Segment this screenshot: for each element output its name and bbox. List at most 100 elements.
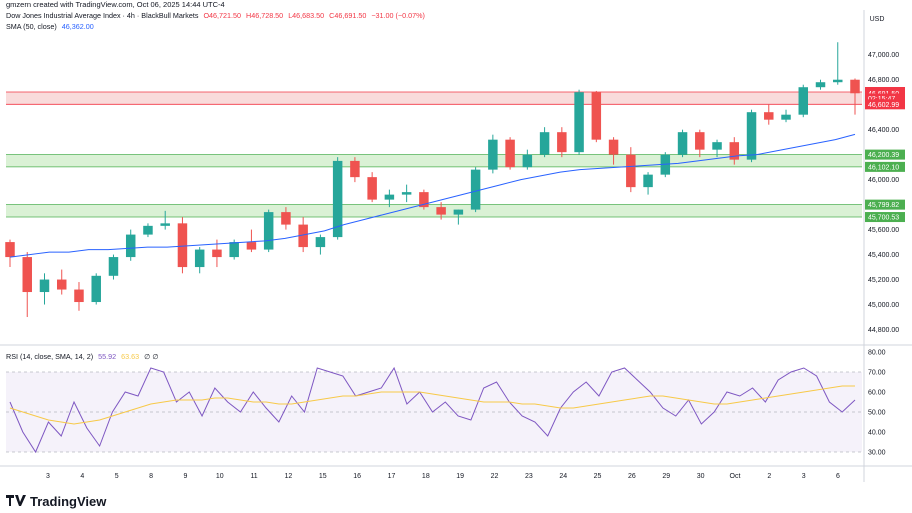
price-tick-label: 44,800.00: [868, 327, 899, 334]
currency-button[interactable]: USD: [869, 16, 885, 23]
support-zone: [6, 154, 862, 167]
sma-label: SMA (50, close): [6, 22, 57, 31]
time-tick-label: 3: [802, 473, 806, 480]
candle-body: [746, 112, 757, 160]
candle-body: [729, 142, 740, 160]
candle-body: [22, 257, 32, 293]
price-tick-label: 45,200.00: [868, 277, 899, 284]
rsi-band: [6, 372, 862, 452]
rsi-extra: ∅ ∅: [144, 352, 159, 361]
time-tick-label: 15: [319, 473, 327, 480]
time-tick-label: 6: [836, 473, 840, 480]
sma-legend[interactable]: SMA (50, close) 46,362.00: [6, 22, 97, 31]
candle-body: [350, 160, 360, 178]
price-tick-label: 47,000.00: [868, 52, 899, 59]
price-label-box: [865, 199, 905, 210]
candle-body: [798, 87, 809, 115]
time-tick-label: 2: [767, 473, 771, 480]
candle-body: [229, 242, 239, 258]
candle-body: [522, 154, 533, 168]
time-tick-label: 18: [422, 473, 430, 480]
time-tick-label: 17: [388, 473, 396, 480]
candle-body: [453, 209, 464, 215]
candle-body: [539, 132, 550, 155]
support-zone: [6, 204, 862, 218]
price-label-box: [865, 212, 905, 223]
price-label-box: [865, 161, 905, 172]
candle-body: [384, 194, 395, 200]
price-label-text: 02:15:47: [868, 96, 895, 103]
candle-body: [332, 160, 343, 238]
sma-line: [9, 133, 856, 258]
rsi-tick-label: 60.00: [868, 390, 886, 397]
time-tick-label: 26: [628, 473, 636, 480]
time-tick-label: 29: [662, 473, 670, 480]
price-tick-label: 46,400.00: [868, 127, 899, 134]
candle-body: [212, 249, 222, 258]
time-tick-label: 16: [353, 473, 361, 480]
price-tick-label: 46,000.00: [868, 177, 899, 184]
candle-body: [246, 242, 257, 250]
candle-body: [263, 212, 274, 250]
price-label-text: 46,200.39: [868, 152, 899, 159]
candle-body: [419, 192, 429, 208]
candle-body: [470, 169, 481, 210]
candle-body: [833, 79, 843, 83]
time-tick-label: 4: [80, 473, 84, 480]
candle-body: [401, 192, 412, 195]
price-label-text: 46,602.99: [868, 102, 899, 109]
time-tick-label: 8: [149, 473, 153, 480]
rsi-tick-label: 80.00: [868, 350, 886, 357]
time-tick-label: 9: [183, 473, 187, 480]
price-tick-label: 45,000.00: [868, 302, 899, 309]
time-tick-label: 22: [491, 473, 499, 480]
price-tick-label: 46,800.00: [868, 77, 899, 84]
candle-body: [74, 289, 84, 303]
resistance-zone: [6, 91, 862, 105]
time-tick-label: 11: [250, 473, 257, 480]
candle-body: [108, 257, 119, 276]
price-label-box: [865, 88, 905, 99]
price-label-box: [865, 99, 905, 110]
candle-body: [608, 139, 619, 155]
candle-body: [5, 242, 15, 258]
candle-body: [677, 132, 688, 155]
time-tick-label: 30: [697, 473, 705, 480]
price-label-box: [865, 149, 905, 160]
time-tick-label: 25: [594, 473, 602, 480]
candle-body: [574, 92, 584, 153]
candle-body: [488, 139, 498, 170]
candle-body: [660, 154, 671, 175]
price-label-box: [865, 93, 905, 104]
candle-body: [143, 225, 153, 235]
attribution-text: gmzern created with TradingView.com, Oct…: [6, 0, 225, 9]
rsi-value: 55.92: [98, 352, 117, 361]
time-tick-label: 19: [456, 473, 464, 480]
time-tick-label: Oct: [730, 473, 741, 480]
time-tick-label: 24: [559, 473, 567, 480]
symbol-name[interactable]: Dow Jones Industrial Average Index · 4h …: [6, 11, 199, 20]
rsi-tick-label: 70.00: [868, 370, 886, 377]
candle-body: [643, 174, 653, 188]
candle-body: [125, 234, 136, 258]
candle-body: [557, 132, 567, 153]
candle-body: [91, 275, 101, 303]
rsi-ma-value: 63.63: [121, 352, 140, 361]
low-value: L46,683.50: [288, 11, 325, 20]
candle-body: [436, 207, 446, 215]
time-tick-label: 12: [285, 473, 293, 480]
candle-body: [298, 224, 308, 248]
price-label-text: 45,799.82: [868, 202, 899, 209]
candle-body: [850, 79, 860, 94]
candle-body: [160, 223, 170, 226]
candle-body: [194, 249, 205, 268]
time-tick-label: 3: [46, 473, 50, 480]
rsi-legend[interactable]: RSI (14, close, SMA, 14, 2) 55.92 63.63 …: [6, 352, 162, 361]
tradingview-logo[interactable]: TradingView: [6, 494, 106, 509]
time-tick-label: 10: [216, 473, 224, 480]
rsi-tick-label: 50.00: [868, 410, 886, 417]
candle-body: [626, 154, 636, 188]
candle-body: [781, 114, 791, 120]
price-label-text: 45,700.53: [868, 215, 899, 222]
